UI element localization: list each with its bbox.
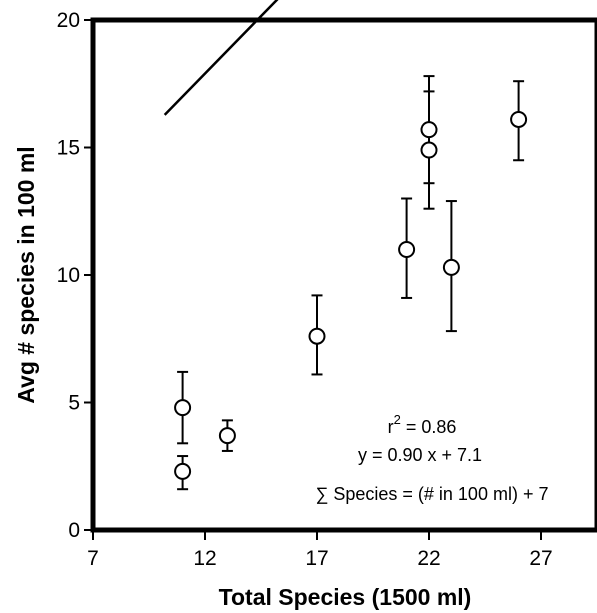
r-squared-superscript: 2	[394, 412, 401, 427]
x-tick-label: 22	[417, 547, 440, 570]
data-point	[398, 241, 416, 258]
data-point	[308, 327, 326, 345]
y-tick-label: 15	[57, 137, 80, 160]
x-axis-ticks	[92, 530, 542, 540]
r-squared-base: r	[388, 417, 394, 437]
x-tick-label: 7	[87, 547, 99, 570]
y-tick-label: 5	[68, 392, 80, 415]
data-point	[218, 427, 236, 445]
data-point	[510, 110, 528, 128]
data-point	[174, 399, 192, 417]
data-point	[420, 121, 438, 139]
x-tick-label: 27	[529, 547, 552, 570]
error-bars	[177, 75, 525, 491]
y-axis-ticks	[84, 19, 93, 531]
data-point	[442, 258, 460, 276]
y-axis-title: Avg # species in 100 ml	[13, 146, 39, 403]
y-axis-tick-labels: 0 5 10 15 20	[57, 9, 80, 542]
r-squared-annotation: r2 = 0.86	[388, 412, 457, 437]
plot-frame	[90, 17, 597, 533]
y-tick-label: 0	[68, 519, 80, 542]
data-points	[174, 110, 528, 480]
regression-line	[163, 0, 279, 116]
data-point	[420, 141, 438, 159]
x-tick-label: 17	[305, 547, 328, 570]
sum-species-formula: ∑ Species = (# in 100 ml) + 7	[316, 484, 549, 504]
regression-equation: y = 0.90 x + 7.1	[358, 445, 482, 465]
x-axis-tick-labels: 7 12 17 22 27	[87, 547, 553, 570]
x-tick-label: 12	[193, 547, 216, 570]
r-squared-value: = 0.86	[401, 417, 457, 437]
y-tick-label: 20	[57, 9, 80, 32]
x-axis-title: Total Species (1500 ml)	[219, 584, 472, 610]
data-point	[174, 462, 192, 480]
y-tick-label: 10	[57, 264, 80, 287]
